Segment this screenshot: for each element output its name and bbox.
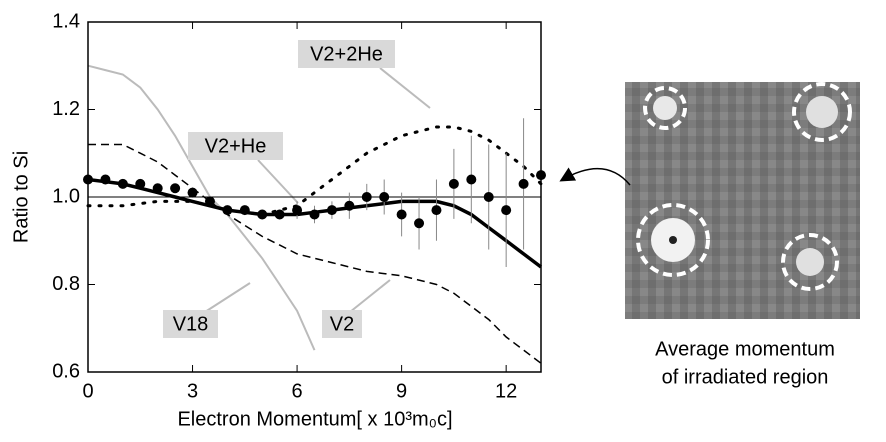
- arrow: [257, 159, 299, 204]
- dashed-circle: [643, 86, 687, 130]
- micrograph: [625, 82, 860, 319]
- pointer-arrow: [559, 167, 631, 186]
- spot: [669, 236, 677, 244]
- x-tick-label: 9: [396, 380, 407, 402]
- data-point: [239, 205, 250, 216]
- data-point: [292, 205, 303, 216]
- arrow: [204, 282, 251, 313]
- annotation: V2: [330, 313, 354, 335]
- y-tick-label: 1.2: [52, 98, 80, 120]
- annotation-box: [322, 310, 362, 338]
- data-point: [274, 209, 285, 220]
- x-axis-label: Electron Momentum[ x 10³m₀c]: [177, 408, 452, 430]
- dashed-circle: [781, 233, 839, 291]
- y-axis-label: Ratio to Si: [10, 151, 32, 243]
- data-point: [135, 178, 146, 189]
- arrow: [379, 67, 431, 109]
- annotation-box: [188, 132, 283, 160]
- data-point: [222, 205, 233, 216]
- annotation: V2+He: [205, 135, 267, 157]
- data-point: [309, 209, 320, 220]
- data-point: [501, 205, 512, 216]
- data-point: [466, 174, 477, 185]
- arrow: [349, 279, 391, 313]
- spot: [653, 96, 677, 120]
- data-point: [396, 209, 407, 220]
- caption: of irradiated region: [662, 366, 829, 388]
- dashed-circle: [792, 82, 852, 142]
- data-point: [344, 200, 355, 211]
- annotation-box: [298, 40, 395, 68]
- y-tick-label: 0.6: [52, 360, 80, 382]
- caption: Average momentum: [655, 338, 835, 360]
- data-point: [518, 178, 529, 189]
- x-tick-label: 12: [495, 380, 517, 402]
- annotation-arrows: [204, 67, 431, 313]
- data-point: [448, 178, 459, 189]
- x-tick-label: 6: [292, 380, 303, 402]
- x-tick-label: 0: [82, 380, 93, 402]
- data-point: [117, 178, 128, 189]
- spot: [806, 96, 838, 128]
- plot: [83, 21, 546, 373]
- data-point: [483, 192, 494, 202]
- series-line: [86, 125, 543, 217]
- y-tick-label: 0.8: [52, 273, 80, 295]
- data-point: [100, 174, 111, 185]
- data-point: [152, 183, 163, 194]
- spot: [796, 248, 824, 276]
- data-point: [187, 187, 198, 198]
- data-point: [361, 192, 372, 202]
- data-point: [326, 205, 337, 216]
- plot-frame: [87, 21, 542, 373]
- dashed-circle: [636, 203, 710, 277]
- series-line: [88, 143, 542, 364]
- annotation: V18: [173, 313, 209, 335]
- data-point: [431, 205, 442, 216]
- series-line: [87, 64, 316, 351]
- y-tick-label: 1.4: [52, 10, 80, 32]
- annotation: V2+2He: [310, 43, 383, 65]
- data-point: [414, 218, 425, 229]
- x-tick-label: 3: [187, 380, 198, 402]
- data-point: [257, 209, 268, 220]
- data-point: [170, 183, 181, 194]
- y-tick-label: 1.0: [52, 185, 80, 207]
- annotation-box: [163, 310, 218, 338]
- data-point: [204, 196, 215, 207]
- data-point: [379, 192, 390, 202]
